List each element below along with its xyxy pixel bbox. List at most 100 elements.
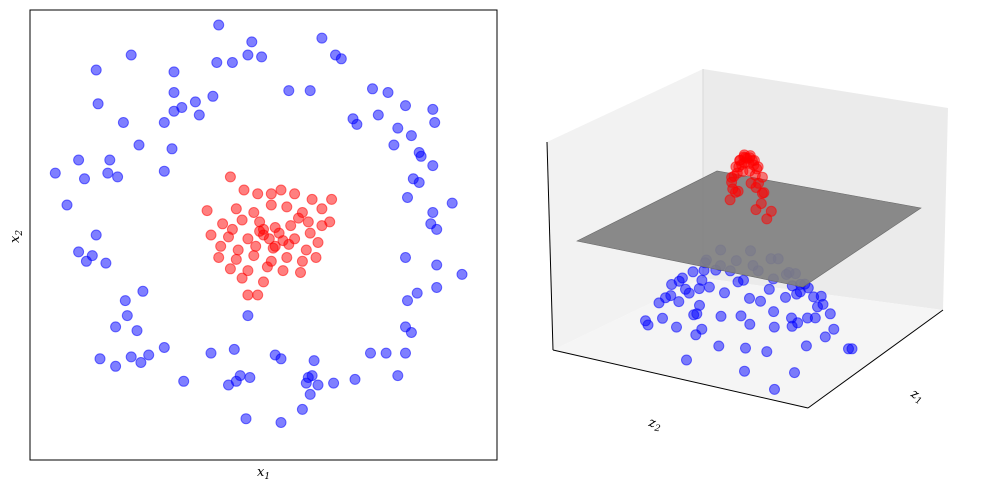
- outer-point: [407, 173, 419, 185]
- outer-point: [415, 150, 427, 162]
- inner-point: [217, 218, 229, 230]
- outer-point: [205, 347, 217, 359]
- inner-point: [242, 265, 254, 277]
- outer-point: [769, 383, 780, 395]
- inner-point: [224, 171, 236, 183]
- outer-point: [158, 342, 170, 353]
- outer-point: [694, 299, 705, 311]
- inner-point: [236, 214, 248, 226]
- outer-point: [400, 252, 411, 263]
- outer-point: [110, 360, 122, 372]
- points-3d-above-plane: [724, 149, 777, 225]
- inner-point: [277, 235, 289, 247]
- outer-point: [687, 266, 699, 278]
- outer-point: [400, 347, 411, 359]
- inner-point: [277, 265, 289, 277]
- inner-point: [310, 252, 322, 263]
- inner-point: [201, 205, 213, 217]
- outer-point: [824, 308, 836, 320]
- outer-point: [312, 379, 324, 391]
- outer-point: [302, 372, 314, 383]
- inner-point: [751, 163, 763, 175]
- z2-axis-line: [552, 349, 809, 409]
- chart-3d: z2 z1: [546, 69, 948, 435]
- inner-point: [226, 223, 238, 235]
- x-axis-label: x1: [257, 465, 270, 482]
- outer-point: [763, 283, 775, 295]
- outer-point: [49, 167, 61, 179]
- outer-point: [296, 403, 308, 415]
- outer-point: [819, 331, 831, 343]
- outer-point: [427, 207, 439, 218]
- outer-point: [380, 347, 392, 359]
- inner-point: [281, 252, 293, 263]
- outer-point: [402, 295, 413, 307]
- outer-point: [367, 83, 378, 95]
- outer-point: [275, 353, 287, 365]
- outer-point: [768, 321, 780, 333]
- outer-point: [740, 342, 751, 354]
- outer-point: [335, 53, 347, 65]
- outer-point: [719, 287, 730, 299]
- outer-point: [703, 281, 715, 293]
- y-axis-label: x2: [8, 230, 25, 243]
- outer-point: [133, 139, 145, 151]
- outer-point: [242, 49, 254, 61]
- inner-point: [732, 185, 744, 197]
- inner-point: [326, 193, 338, 205]
- inner-point: [265, 199, 277, 211]
- outer-point: [411, 287, 423, 299]
- z2-axis-label: z2: [646, 415, 663, 435]
- outer-point: [308, 355, 320, 367]
- outer-point: [351, 118, 363, 130]
- outer-point: [405, 130, 417, 142]
- outer-point: [137, 285, 149, 297]
- inner-point: [302, 216, 314, 228]
- outer-point: [168, 87, 180, 98]
- inner-point: [275, 184, 287, 196]
- outer-point: [213, 19, 225, 31]
- inner-point: [252, 289, 264, 301]
- outer-point: [158, 117, 170, 128]
- outer-point: [808, 291, 820, 303]
- inner-point: [258, 223, 269, 235]
- outer-point: [715, 310, 727, 322]
- inner-point: [304, 227, 316, 239]
- inner-point: [285, 220, 297, 232]
- outer-point: [431, 223, 443, 235]
- inner-point: [316, 220, 328, 232]
- inner-point: [248, 207, 260, 218]
- inner-point: [753, 177, 764, 189]
- z-axis-line: [546, 141, 554, 351]
- outer-point: [125, 49, 137, 61]
- outer-point: [431, 259, 443, 271]
- outer-point: [696, 323, 708, 335]
- outer-point: [234, 370, 246, 382]
- inner-point: [306, 193, 318, 205]
- inner-point: [238, 184, 250, 196]
- inner-point: [281, 201, 293, 213]
- inner-point: [250, 240, 262, 252]
- outer-point: [673, 296, 685, 308]
- outer-point: [189, 96, 201, 108]
- outer-point: [402, 192, 413, 203]
- inner-point: [312, 237, 324, 248]
- outer-point: [429, 117, 441, 128]
- inner-point: [242, 233, 254, 245]
- z1-axis-line: [807, 309, 944, 409]
- outer-point: [226, 57, 238, 68]
- outer-point: [828, 323, 840, 335]
- outer-point: [158, 165, 170, 177]
- outer-point: [61, 199, 73, 211]
- outer-point: [92, 98, 104, 110]
- outer-point: [90, 64, 102, 76]
- outer-point: [242, 310, 254, 322]
- outer-point: [388, 139, 400, 151]
- outer-point: [304, 388, 316, 400]
- inner-point: [263, 233, 275, 245]
- inner-point: [213, 252, 225, 263]
- outer-point: [427, 103, 439, 115]
- outer-point: [456, 268, 468, 280]
- inner-point: [750, 204, 762, 216]
